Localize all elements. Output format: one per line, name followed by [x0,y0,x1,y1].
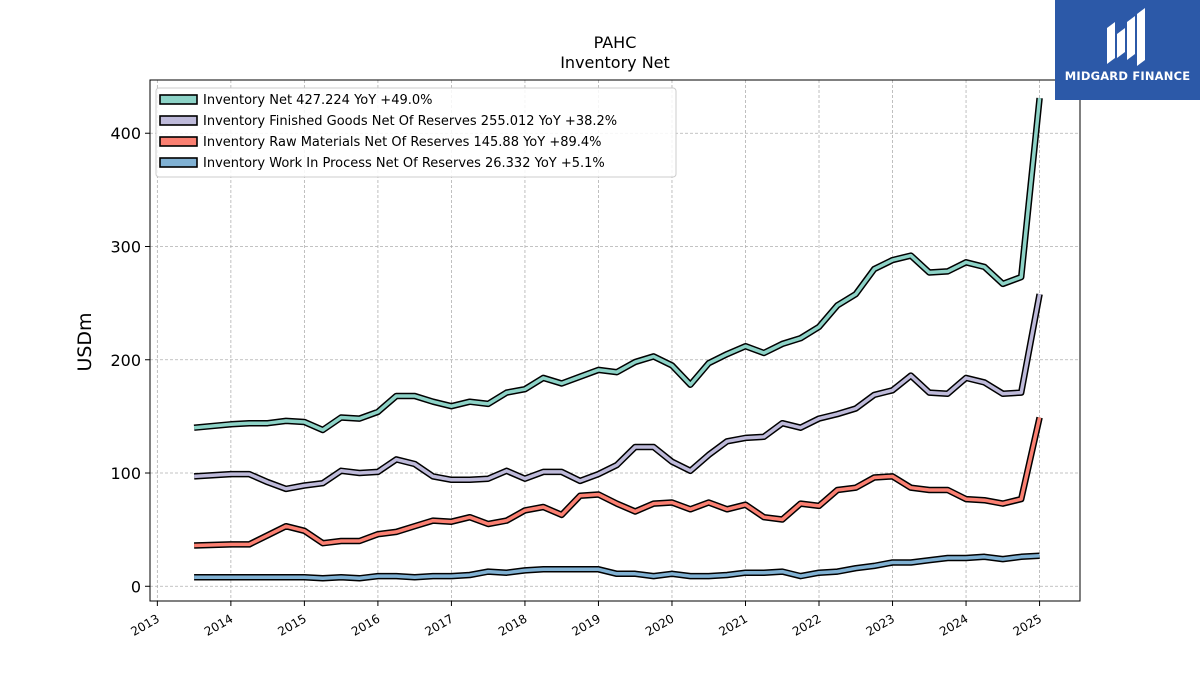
x-tick-label: 2018 [496,611,529,638]
series-lines [193,97,1043,582]
legend-item: Inventory Finished Goods Net Of Reserves… [159,114,617,129]
plot-frame [149,79,1081,602]
legend-item: Inventory Raw Materials Net Of Reserves … [159,135,602,150]
legend-label: Inventory Finished Goods Net Of Reserves… [203,114,617,129]
y-tick-label: 400 [110,124,141,143]
y-tick-label: 200 [110,351,141,370]
x-tick-label: 2019 [570,611,603,638]
x-tick-label: 2014 [202,611,235,638]
logo-text: MIDGARD FINANCE [1064,69,1191,83]
series-line [193,97,1042,432]
legend-swatch [159,157,198,168]
series-line [194,553,1040,581]
y-tick-label: 100 [110,464,141,483]
legend-label: Inventory Work In Process Net Of Reserve… [203,156,605,171]
series-inventory-finished-goods-net-of-reserves [193,293,1043,493]
series-line [194,417,1042,548]
series-outline [193,293,1043,493]
x-tick-label: 2015 [275,611,308,638]
midgard-finance-logo: MIDGARD FINANCE [1055,0,1200,100]
legend-swatch [159,136,198,147]
y-tick-label: 0 [131,577,141,596]
x-tick-label: 2022 [790,611,823,638]
x-tick-label: 2021 [717,611,750,638]
y-tick-label: 300 [110,237,141,256]
series-inventory-net [193,97,1043,434]
logo-mark-icon [1107,8,1145,66]
x-tick-label: 2017 [422,611,455,638]
x-tick-label: 2025 [1011,611,1044,638]
legend-label: Inventory Net 427.224 YoY +49.0% [203,93,433,108]
x-tick-label: 2020 [643,611,676,638]
series-inventory-raw-materials-net-of-reserves [194,416,1043,549]
series-line [193,293,1042,491]
series-inventory-work-in-process-net-of-reserves [194,552,1040,582]
x-tick-label: 2013 [128,611,161,638]
chart-subtitle: Inventory Net [560,53,670,72]
legend-swatch [159,94,198,105]
legend-label: Inventory Raw Materials Net Of Reserves … [203,135,602,150]
x-tick-label: 2016 [349,611,382,638]
legend: Inventory Net 427.224 YoY +49.0% Inventor… [155,87,677,178]
chart-title: PAHC [594,33,637,52]
legend-box [155,87,677,178]
x-tick-label: 2024 [937,611,970,638]
x-tick-label: 2023 [864,611,897,638]
y-axis-label: USDm [74,312,96,371]
legend-item: Inventory Net 427.224 YoY +49.0% [159,93,433,108]
legend-item: Inventory Work In Process Net Of Reserve… [159,156,605,171]
legend-swatch [159,115,198,126]
